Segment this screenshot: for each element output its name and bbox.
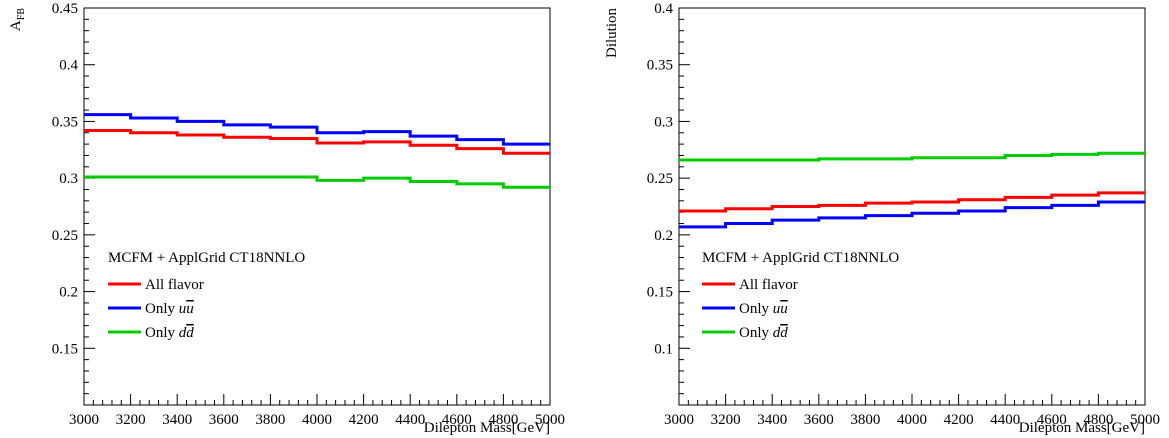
y-tick-label: 0.45 [52,1,78,17]
x-tick-label: 4800 [1083,412,1113,428]
legend-label-text: Only [145,301,179,317]
legend-header: MCFM + ApplGrid CT18NNLO [108,250,305,266]
series-line-1 [679,191,1145,213]
legend-label-text: All flavor [145,277,204,293]
x-tick-label: 3400 [162,412,192,428]
x-tick-label: 3600 [804,412,834,428]
plot-frame [83,7,551,406]
legend-label-text: Only [739,325,773,341]
x-tick-label: 4000 [897,412,927,428]
chart-panel-1: 3000 3200 3400 3600 3800 4000 4200 4400 4600 4800… [8,1,565,436]
legend-label: Only uu [739,301,788,317]
legend-label: Only dd [739,325,788,341]
series-line-3 [84,175,550,189]
legend-header: MCFM + ApplGrid CT18NNLO [702,250,899,266]
y-tick-label: 0.2 [654,228,673,244]
y-tick-label: 0.1 [654,341,673,357]
y-axis-title-main: A [8,20,24,31]
x-tick-label: 4400 [990,412,1020,428]
legend-label-antiquark: u [186,301,194,317]
legend: MCFM + ApplGrid CT18NNLO All flavor Only u… [702,250,899,341]
y-tick-label: 0.3 [654,114,673,130]
legend-label-antiquark: u [780,301,788,317]
series-line-2 [679,200,1145,229]
x-tick-label: 4200 [944,412,974,428]
legend-label-quark: d [179,325,187,341]
legend-label-text: All flavor [739,277,798,293]
x-tick-label: 3200 [116,412,146,428]
y-axis-title-main: Dilution [604,8,620,59]
x-tick-label: 4600 [442,412,472,428]
x-axis-title: Dilepton Mass[GeV] [424,420,550,436]
legend: MCFM + ApplGrid CT18NNLO All flavor Only u… [108,250,305,341]
legend-label-quark: u [179,301,187,317]
y-tick-label: 0.25 [647,171,673,187]
x-tick-label: 3000 [664,412,694,428]
x-tick-label: 3800 [255,412,285,428]
x-tick-label: 4600 [1037,412,1067,428]
legend-label-antiquark: d [186,325,194,341]
y-tick-label: 0.2 [59,285,78,301]
legend-label-quark: u [773,301,781,317]
legend-label: All flavor [739,277,798,293]
legend-label-text: Only [739,301,773,317]
legend-label-text: Only [145,325,179,341]
y-axis-title: Dilution [604,8,620,59]
y-tick-label: 0.15 [52,341,78,357]
x-tick-label: 3200 [711,412,741,428]
y-tick-label: 0.15 [647,285,673,301]
series-line-3 [679,151,1145,162]
series-line-2 [84,113,550,146]
y-tick-label: 0.35 [647,58,673,74]
legend-label-quark: d [773,325,781,341]
legend-label: All flavor [145,277,204,293]
x-tick-label: 4800 [488,412,518,428]
x-tick-label: 5000 [535,412,565,428]
x-tick-label: 3800 [850,412,880,428]
x-tick-label: 3000 [69,412,99,428]
legend-label: Only dd [145,325,194,341]
y-tick-label: 0.25 [52,228,78,244]
y-tick-label: 0.4 [59,58,78,74]
x-tick-label: 3400 [757,412,787,428]
x-tick-label: 3600 [209,412,239,428]
legend-label-antiquark: d [780,325,788,341]
x-tick-label: 4200 [349,412,379,428]
x-tick-label: 5000 [1130,412,1160,428]
x-axis-title: Dilepton Mass[GeV] [1019,420,1145,436]
y-tick-label: 0.35 [52,114,78,130]
chart-panel-2: 3000 3200 3400 3600 3800 4000 4200 4400 4600 4800… [604,1,1160,436]
y-axis-title-sub: FB [16,8,27,21]
x-tick-label: 4400 [395,412,425,428]
legend-label: Only uu [145,301,194,317]
x-tick-label: 4000 [302,412,332,428]
y-axis-title: AFB [8,8,27,31]
y-tick-label: 0.4 [654,1,673,17]
series-line-1 [84,129,550,155]
y-tick-label: 0.3 [59,171,78,187]
